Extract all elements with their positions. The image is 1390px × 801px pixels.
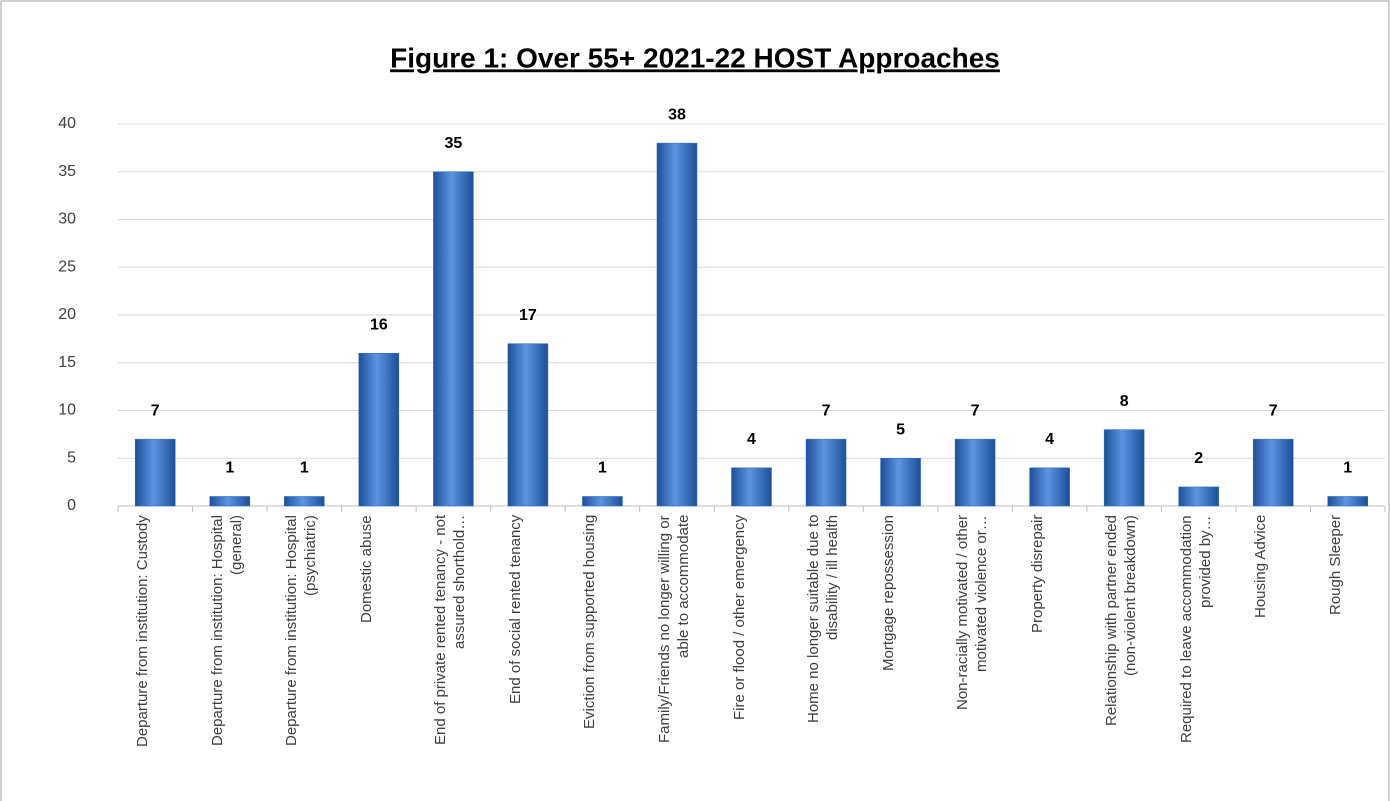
x-tick-label: Home no longer suitable due to disabilit… [805,515,842,724]
x-tick-label: Rough Sleeper [1326,515,1344,616]
bar [433,171,474,507]
value-label: 4 [747,431,756,448]
x-tick-label: Departure from institution: Hospital (ge… [208,515,245,746]
y-tick-label: 5 [67,449,76,466]
bar [1327,496,1368,507]
value-label: 8 [1120,393,1129,410]
x-tick-label: Property disrepair [1028,515,1046,634]
value-label: 7 [822,402,831,419]
bar [1252,438,1294,507]
x-tick-label: Eviction from supported housing [581,515,599,730]
bar [1103,429,1145,507]
bar [1178,486,1219,507]
x-tick-label: Departure from institution: Custody [134,515,152,747]
bar [358,352,400,507]
bar [209,496,251,507]
y-tick-label: 30 [58,211,76,228]
y-tick-label: 15 [58,354,76,371]
chart-title: Figure 1: Over 55+ 2021-22 HOST Approach… [390,42,1000,73]
y-tick-label: 0 [67,497,76,514]
bar [731,467,772,507]
bar [805,438,847,507]
bar [135,438,176,507]
x-tick-label: End of social rented tenancy [506,515,524,705]
value-label: 5 [896,421,905,438]
y-tick-label: 20 [58,306,76,323]
value-label: 7 [151,402,160,419]
bar [656,142,698,507]
y-tick-label: 25 [58,258,76,275]
value-label: 38 [668,106,686,123]
value-label: 1 [300,460,309,477]
x-tick-label: Departure from institution: Hospital (ps… [283,515,320,746]
bar [954,438,996,507]
x-tick-label: Domestic abuse [357,515,375,623]
bar [284,496,325,507]
bar [880,458,921,507]
x-tick-label: Non-racially motivated / other motivated… [954,515,991,711]
x-tick-label: Housing Advice [1252,515,1270,619]
x-tick-label: Fire or flood / other emergency [730,515,748,721]
y-tick-label: 10 [58,402,76,419]
y-tick-label: 40 [58,115,76,132]
value-label: 1 [1343,460,1352,477]
value-label: 1 [225,460,234,477]
value-label: 4 [1045,431,1054,448]
value-label: 7 [1269,402,1278,419]
value-label: 35 [444,135,462,152]
bar [507,343,549,507]
bar [582,496,623,507]
value-label: 2 [1194,450,1203,467]
x-tick-label: Family/Friends no longer willing or able… [655,515,692,743]
value-label: 7 [971,402,980,419]
bar [1029,467,1070,507]
value-label: 1 [598,460,607,477]
x-tick-label: End of private rented tenancy - not assu… [432,515,469,746]
x-tick-label: Mortgage repossession [879,515,897,671]
value-label: 17 [519,307,537,324]
x-tick-label: Relationship with partner ended (non-vio… [1103,515,1140,726]
x-tick-label: Required to leave accommodation provided… [1177,515,1214,743]
y-tick-label: 35 [58,163,76,180]
value-label: 16 [370,316,388,333]
